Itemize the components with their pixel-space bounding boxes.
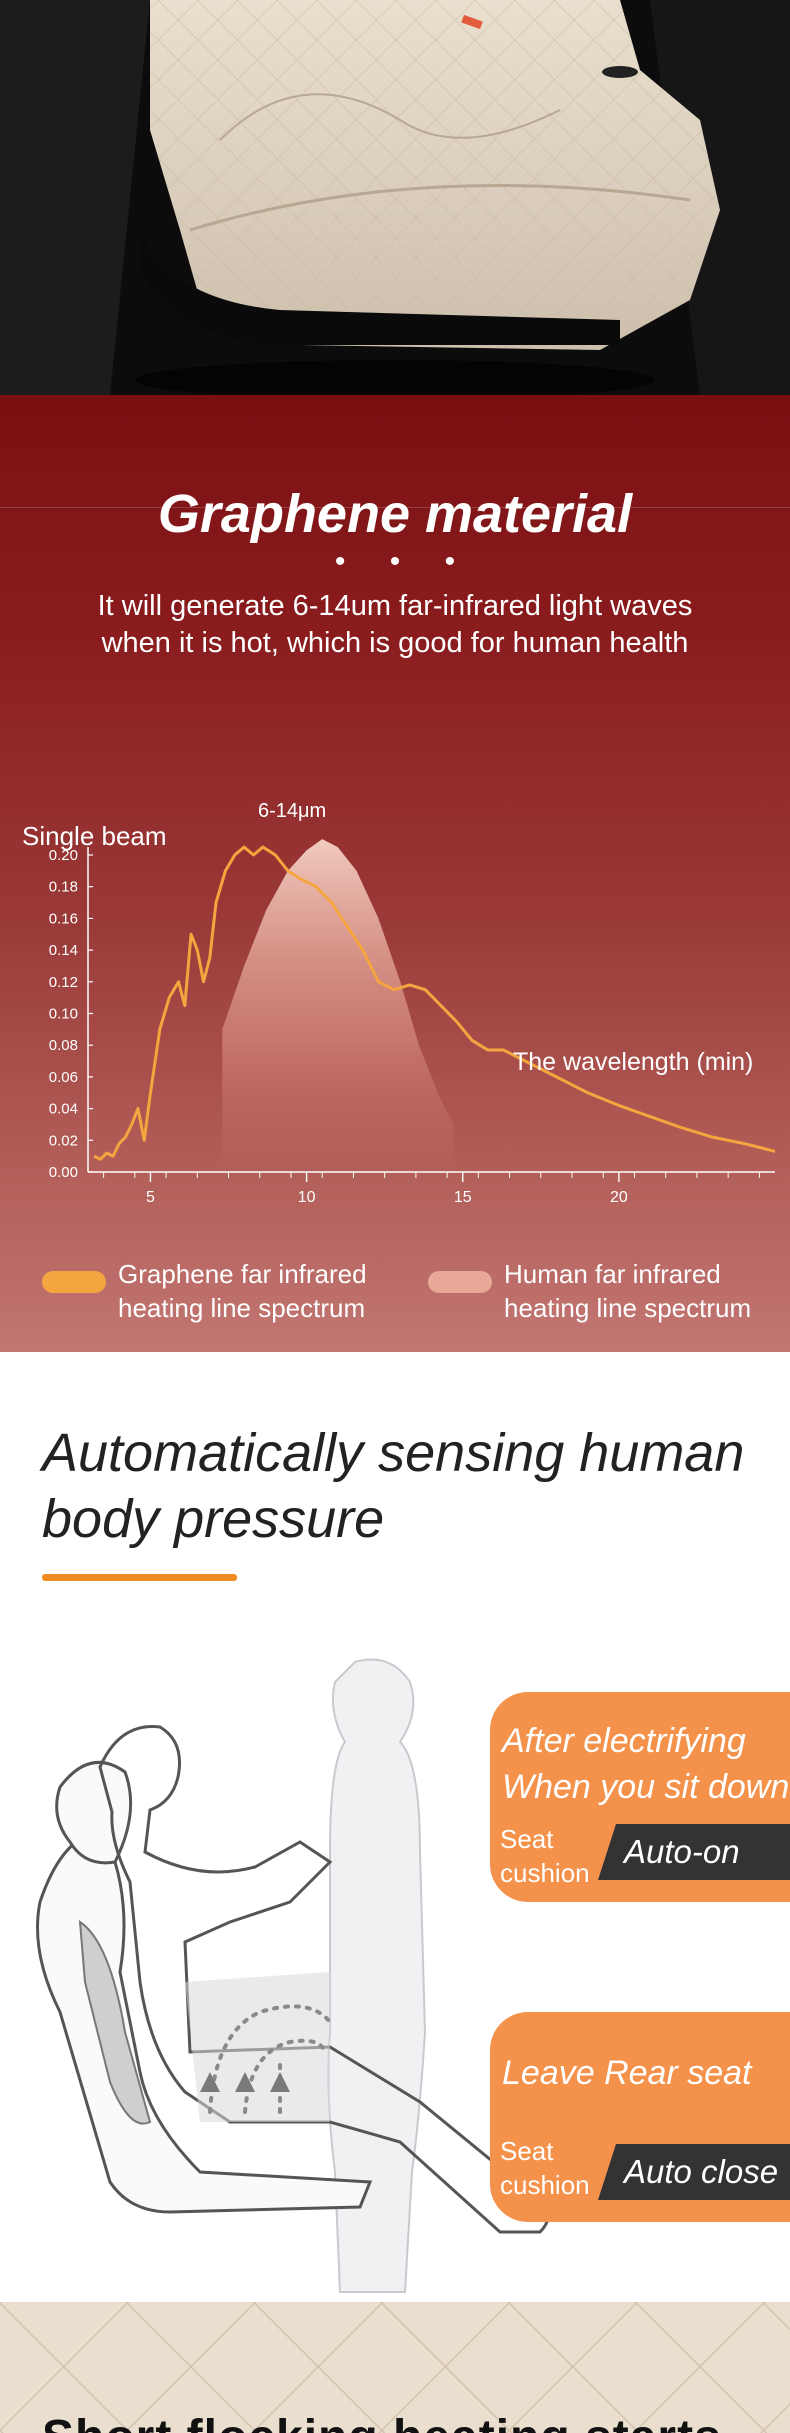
chart-annotation: 6-14μm bbox=[258, 800, 326, 822]
auto-close-sub-cushion: cushion bbox=[500, 2170, 590, 2200]
decorative-dots: • • • bbox=[334, 545, 474, 578]
flocking-section: Short flocking heating starts bbox=[0, 2302, 790, 2433]
seat-figure-icon bbox=[36, 1658, 550, 2293]
y-tick-label: 0.06 bbox=[49, 1069, 78, 1086]
graphene-title: Graphene material bbox=[157, 484, 633, 544]
legend-swatch-graphene bbox=[42, 1271, 106, 1293]
spectrum-chart: 0.00 0.02 0.04 0.06 0.08 0.10 0.12 0.14 0.16 0.18… bbox=[0, 785, 790, 1235]
auto-on-sub-cushion: cushion bbox=[500, 1858, 590, 1888]
auto-close-sub: Seat cushion bbox=[500, 2134, 590, 2202]
pressure-section: Automatically sensing human body pressur… bbox=[0, 1352, 790, 2302]
y-tick-label: 0.08 bbox=[49, 1037, 78, 1054]
graphene-section: Graphene material • • • It will generate… bbox=[0, 395, 790, 1352]
spectrum-chart-svg: 0.00 0.02 0.04 0.06 0.08 0.10 0.12 0.14 0.16 0.18… bbox=[22, 800, 776, 1206]
chart-legend: Graphene far infrared heating line spect… bbox=[0, 1257, 790, 1337]
sitting-illustration bbox=[0, 1652, 790, 2302]
x-axis-label: The wavelength (min) bbox=[513, 1048, 753, 1076]
y-tick-label: 0.12 bbox=[49, 974, 78, 991]
pressure-title: Automatically sensing human body pressur… bbox=[42, 1423, 745, 1549]
legend-item-graphene: Graphene far infrared heating line spect… bbox=[42, 1257, 418, 1325]
y-axis-label: Single beam bbox=[22, 821, 167, 851]
y-tick-label: 0.10 bbox=[49, 1006, 78, 1023]
seat-cushion-image bbox=[0, 0, 790, 395]
auto-close-title: Leave Rear seat bbox=[502, 2054, 752, 2092]
auto-on-card: After electrifying When you sit down Sea… bbox=[490, 1692, 790, 1902]
seat-photo bbox=[0, 0, 790, 395]
flocking-title: Short flocking heating starts bbox=[42, 2410, 722, 2433]
quilted-texture bbox=[0, 2302, 790, 2433]
y-tick-label: 0.14 bbox=[49, 942, 78, 959]
graphene-description: It will generate 6-14um far-infrared lig… bbox=[97, 590, 693, 659]
y-tick-label: 0.18 bbox=[49, 879, 78, 896]
auto-on-sub-seat: Seat bbox=[500, 1824, 554, 1854]
y-tick-label: 0.00 bbox=[49, 1164, 78, 1181]
legend-item-human: Human far infrared heating line spectrum bbox=[428, 1257, 790, 1325]
y-tick-label: 0.20 bbox=[49, 847, 78, 864]
auto-on-line2: When you sit down bbox=[502, 1768, 790, 1806]
divider-line bbox=[0, 507, 790, 508]
x-tick-label: 15 bbox=[454, 1189, 472, 1206]
legend-label-human: Human far infrared heating line spectrum bbox=[504, 1259, 752, 1323]
x-tick-label: 5 bbox=[146, 1189, 155, 1206]
x-tick-label: 10 bbox=[298, 1189, 316, 1206]
legend-swatch-human bbox=[428, 1271, 492, 1293]
auto-on-sub: Seat cushion bbox=[500, 1822, 590, 1890]
y-tick-label: 0.02 bbox=[49, 1132, 78, 1149]
auto-close-sub-seat: Seat bbox=[500, 2136, 554, 2166]
y-tick-label: 0.04 bbox=[49, 1101, 78, 1118]
human-spectrum-area bbox=[222, 839, 454, 1172]
auto-on-line1: After electrifying bbox=[502, 1722, 746, 1760]
legend-label-graphene: Graphene far infrared heating line spect… bbox=[118, 1259, 367, 1323]
y-tick-label: 0.16 bbox=[49, 910, 78, 927]
graphene-spectrum-line bbox=[93, 845, 776, 1161]
x-tick-label: 20 bbox=[610, 1189, 628, 1206]
auto-close-badge: Auto close bbox=[598, 2144, 790, 2200]
title-underline bbox=[42, 1574, 237, 1581]
auto-close-card: Leave Rear seat Seat cushion Auto close bbox=[490, 2012, 790, 2222]
auto-on-badge: Auto-on bbox=[598, 1824, 790, 1880]
